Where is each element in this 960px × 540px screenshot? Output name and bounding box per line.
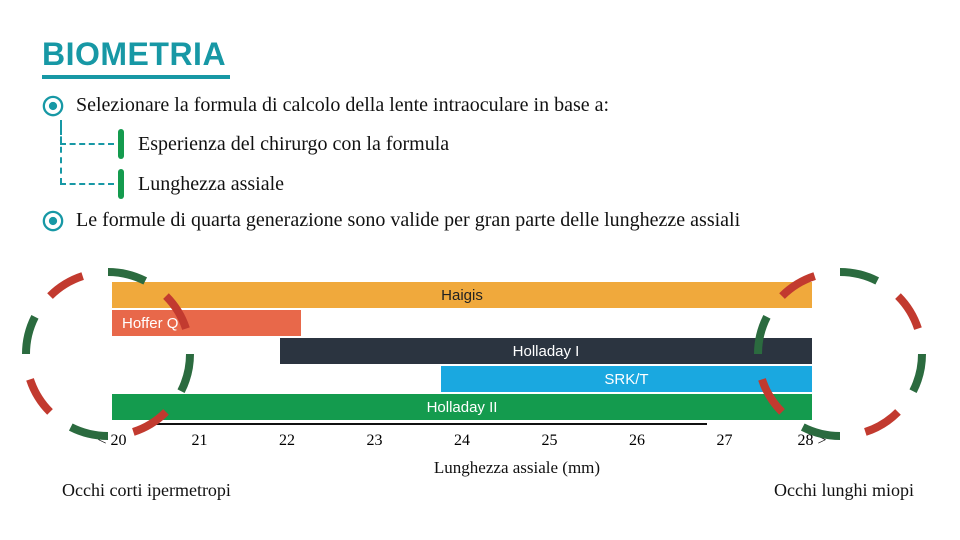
bullet-text: Le formule di quarta generazione sono va… bbox=[76, 209, 740, 232]
sub-bullet-text: Esperienza del chirurgo con la formula bbox=[138, 133, 449, 156]
bullet-item: Le formule di quarta generazione sono va… bbox=[42, 209, 940, 232]
sub-bullet-item: Lunghezza assiale bbox=[60, 169, 940, 199]
target-icon bbox=[42, 95, 64, 117]
range-bar: Holladay I bbox=[280, 338, 812, 364]
axis-tick: 28 > bbox=[782, 432, 842, 450]
axis-tick: 23 bbox=[345, 432, 405, 450]
vbar-icon bbox=[118, 169, 124, 199]
range-bar: Hoffer Q bbox=[112, 310, 301, 336]
bullet-text: Selezionare la formula di calcolo della … bbox=[76, 94, 609, 117]
range-chart: Lunghezza assiale (mm) Occhi corti iperm… bbox=[42, 282, 922, 502]
bullet-item: Selezionare la formula di calcolo della … bbox=[42, 94, 940, 117]
left-eye-label: Occhi corti ipermetropi bbox=[62, 480, 231, 501]
axis-tick: 26 bbox=[607, 432, 667, 450]
target-icon bbox=[42, 210, 64, 232]
axis-tick: 27 bbox=[695, 432, 755, 450]
connector-line bbox=[60, 132, 118, 156]
sub-bullet-text: Lunghezza assiale bbox=[138, 173, 284, 196]
range-bar: SRK/T bbox=[441, 366, 812, 392]
axis-tick: 25 bbox=[520, 432, 580, 450]
connector-line bbox=[60, 172, 118, 196]
range-bar: Holladay II bbox=[112, 394, 812, 420]
axis-tick: < 20 bbox=[82, 432, 142, 450]
axis-tick: 21 bbox=[170, 432, 230, 450]
page-title: BIOMETRIA bbox=[42, 36, 230, 79]
range-bar: Haigis bbox=[112, 282, 812, 308]
vbar-icon bbox=[118, 129, 124, 159]
bullet-list: Selezionare la formula di calcolo della … bbox=[42, 94, 940, 244]
sub-bullet-item: Esperienza del chirurgo con la formula bbox=[60, 129, 940, 159]
axis-tick: 24 bbox=[432, 432, 492, 450]
right-eye-label: Occhi lunghi miopi bbox=[774, 480, 914, 501]
axis-tick: 22 bbox=[257, 432, 317, 450]
